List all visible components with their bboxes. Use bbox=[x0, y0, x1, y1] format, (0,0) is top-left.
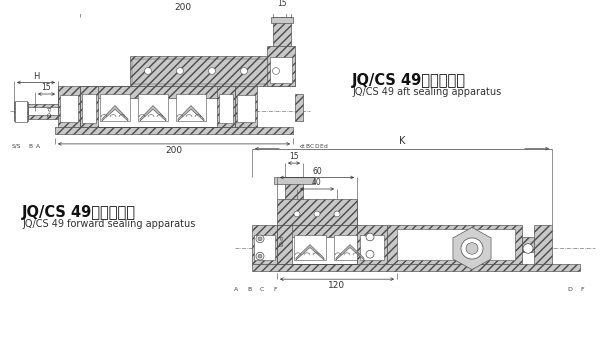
Bar bbox=[277, 225, 292, 264]
Text: D: D bbox=[568, 287, 572, 292]
Bar bbox=[387, 225, 522, 264]
Bar bbox=[80, 86, 235, 98]
Text: D-d: D-d bbox=[280, 235, 284, 246]
Bar bbox=[60, 95, 78, 122]
Text: B: B bbox=[247, 287, 251, 292]
Text: 15: 15 bbox=[277, 0, 287, 8]
Bar bbox=[132, 59, 293, 84]
Text: C: C bbox=[310, 144, 314, 149]
Bar bbox=[80, 86, 98, 127]
Bar bbox=[357, 225, 387, 264]
Text: JQ/CS 49 aft sealing apparatus: JQ/CS 49 aft sealing apparatus bbox=[352, 87, 501, 97]
Circle shape bbox=[256, 235, 264, 243]
Text: 60: 60 bbox=[312, 167, 322, 176]
Bar bbox=[360, 235, 384, 260]
Text: B: B bbox=[28, 144, 32, 149]
Polygon shape bbox=[102, 105, 128, 121]
Circle shape bbox=[258, 254, 262, 258]
Circle shape bbox=[366, 250, 374, 258]
Bar bbox=[271, 17, 293, 23]
Bar bbox=[397, 229, 515, 260]
Circle shape bbox=[272, 68, 280, 74]
Circle shape bbox=[466, 243, 478, 254]
Bar bbox=[100, 94, 130, 121]
Text: JQ/CS 49后密封装置: JQ/CS 49后密封装置 bbox=[352, 73, 466, 88]
Bar bbox=[295, 94, 303, 121]
Text: D-d: D-d bbox=[47, 106, 53, 117]
Circle shape bbox=[145, 68, 151, 74]
Text: E: E bbox=[319, 144, 323, 149]
Text: d₁: d₁ bbox=[300, 144, 306, 149]
Bar bbox=[130, 56, 295, 86]
Circle shape bbox=[258, 237, 262, 241]
Text: 40: 40 bbox=[312, 178, 322, 187]
Bar bbox=[15, 104, 58, 119]
Bar bbox=[522, 237, 534, 252]
Text: d: d bbox=[323, 144, 328, 149]
Text: F: F bbox=[580, 287, 584, 292]
Bar bbox=[270, 57, 292, 84]
Text: C: C bbox=[260, 287, 264, 292]
Bar bbox=[274, 177, 314, 184]
Circle shape bbox=[209, 68, 215, 74]
Text: 200: 200 bbox=[166, 146, 182, 155]
Bar bbox=[235, 86, 257, 127]
Bar bbox=[14, 104, 28, 118]
Circle shape bbox=[366, 233, 374, 241]
Bar bbox=[334, 235, 366, 260]
Bar bbox=[82, 94, 96, 123]
Circle shape bbox=[523, 244, 533, 253]
Polygon shape bbox=[296, 245, 324, 260]
Bar bbox=[252, 225, 277, 264]
Bar bbox=[534, 225, 552, 264]
Bar bbox=[267, 46, 295, 86]
Polygon shape bbox=[178, 105, 204, 121]
Bar bbox=[80, 86, 235, 127]
Text: S/S: S/S bbox=[11, 144, 21, 149]
Bar bbox=[254, 235, 275, 260]
Bar bbox=[217, 86, 235, 127]
Bar bbox=[219, 94, 233, 123]
Bar bbox=[176, 94, 206, 121]
Text: D: D bbox=[314, 144, 319, 149]
Bar bbox=[15, 101, 27, 122]
Text: 120: 120 bbox=[328, 281, 346, 290]
Bar bbox=[58, 86, 80, 127]
Text: 15: 15 bbox=[289, 152, 299, 161]
Text: JQ/CS 49前密封装置: JQ/CS 49前密封装置 bbox=[22, 205, 136, 219]
Bar bbox=[15, 108, 58, 115]
Bar bbox=[237, 95, 255, 122]
Bar bbox=[277, 225, 357, 237]
Text: K: K bbox=[399, 136, 405, 146]
Text: H: H bbox=[33, 72, 39, 81]
Circle shape bbox=[314, 211, 320, 217]
Circle shape bbox=[256, 252, 264, 260]
Bar bbox=[277, 225, 357, 264]
Text: 200: 200 bbox=[175, 2, 191, 12]
Bar bbox=[55, 127, 293, 134]
Polygon shape bbox=[453, 227, 491, 270]
Text: A: A bbox=[234, 287, 238, 292]
Bar bbox=[285, 177, 303, 225]
Circle shape bbox=[294, 211, 300, 217]
Circle shape bbox=[176, 68, 184, 74]
Bar bbox=[14, 102, 28, 121]
Bar bbox=[273, 17, 291, 46]
Text: F: F bbox=[273, 287, 277, 292]
Bar bbox=[252, 264, 580, 270]
Polygon shape bbox=[140, 105, 166, 121]
Circle shape bbox=[461, 238, 483, 259]
Bar bbox=[277, 199, 357, 225]
Circle shape bbox=[334, 211, 340, 217]
Text: 15: 15 bbox=[41, 83, 52, 92]
Circle shape bbox=[241, 68, 248, 74]
Text: JQ/CS 49 forward sealing apparatus: JQ/CS 49 forward sealing apparatus bbox=[22, 218, 196, 229]
Text: B: B bbox=[305, 144, 310, 149]
Polygon shape bbox=[336, 245, 364, 260]
Bar bbox=[294, 235, 326, 260]
Text: A: A bbox=[36, 144, 40, 149]
Bar bbox=[138, 94, 168, 121]
